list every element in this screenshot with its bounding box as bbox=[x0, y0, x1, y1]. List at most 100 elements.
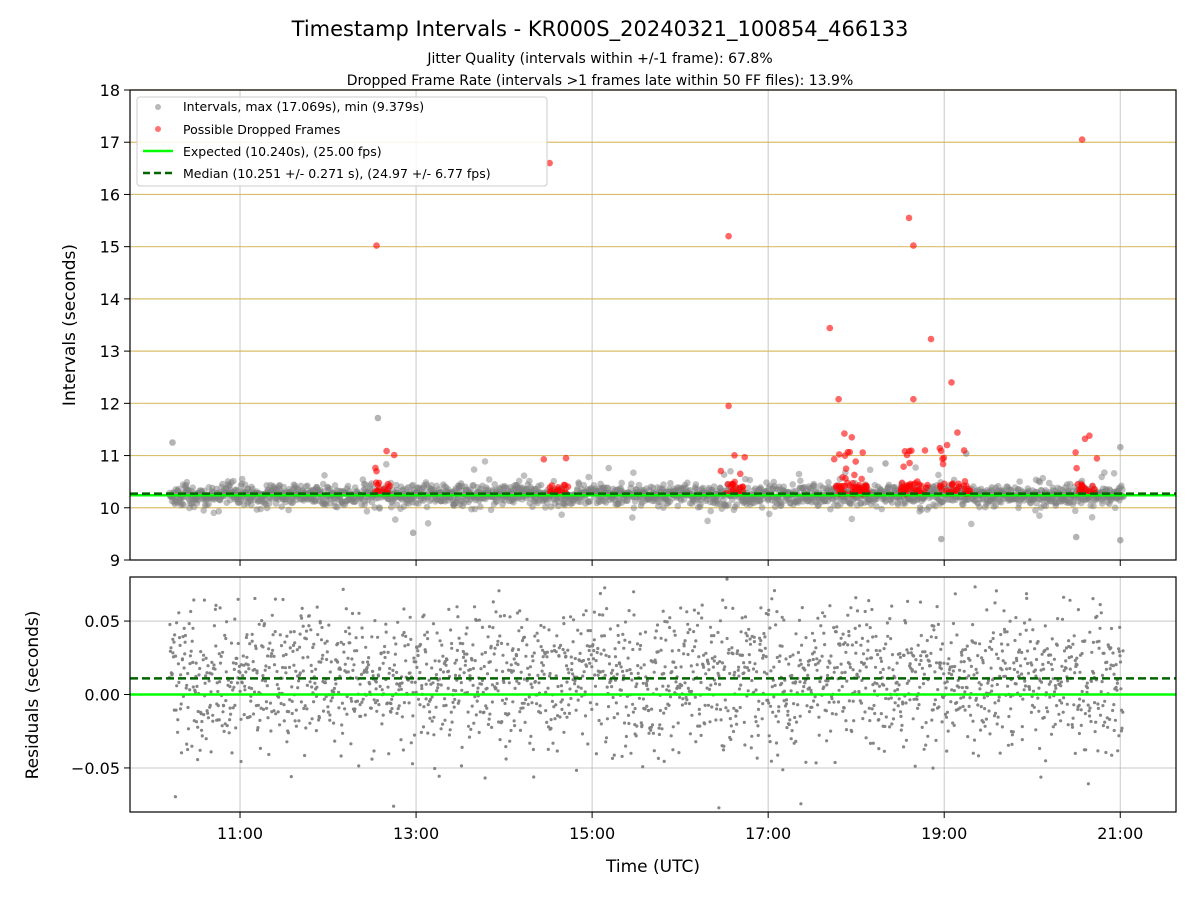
residual-point bbox=[826, 673, 830, 678]
residual-point bbox=[1031, 689, 1036, 693]
residual-point bbox=[515, 679, 519, 683]
residual-point bbox=[631, 647, 635, 652]
residual-point bbox=[787, 662, 791, 666]
residual-point bbox=[451, 700, 455, 705]
residual-point bbox=[583, 714, 588, 718]
residual-point bbox=[1027, 687, 1032, 692]
residual-point bbox=[461, 642, 465, 646]
residual-point bbox=[674, 680, 678, 684]
residual-point bbox=[535, 702, 539, 706]
residual-point bbox=[665, 688, 669, 692]
residual-point bbox=[876, 653, 880, 657]
dropped-frame-point bbox=[386, 482, 394, 490]
dropped-frame-point bbox=[914, 478, 921, 485]
residual-point bbox=[611, 668, 615, 672]
residual-point bbox=[328, 713, 332, 717]
residual-point bbox=[313, 681, 317, 685]
residual-point bbox=[773, 683, 777, 688]
residual-point bbox=[259, 706, 263, 710]
interval-point bbox=[710, 483, 718, 490]
top-panel-reference-lines bbox=[130, 492, 1176, 497]
interval-point bbox=[183, 478, 191, 486]
residual-point bbox=[1002, 609, 1006, 613]
interval-point bbox=[912, 464, 919, 471]
residual-point bbox=[979, 683, 983, 687]
residual-point bbox=[428, 716, 432, 720]
residual-point bbox=[615, 672, 619, 676]
residual-point bbox=[742, 661, 746, 665]
residual-point bbox=[310, 685, 314, 689]
residual-point bbox=[619, 688, 623, 692]
residual-point bbox=[256, 703, 260, 707]
residual-point bbox=[217, 718, 221, 722]
residual-point bbox=[298, 632, 302, 636]
residual-point bbox=[399, 687, 403, 691]
residual-point bbox=[489, 644, 493, 648]
residual-point bbox=[1010, 733, 1015, 737]
residual-point bbox=[700, 603, 704, 607]
residual-point bbox=[238, 670, 242, 675]
residual-point bbox=[338, 667, 342, 672]
residual-point bbox=[661, 609, 665, 613]
residual-point bbox=[596, 646, 600, 651]
residual-point bbox=[948, 667, 952, 672]
residual-point bbox=[719, 718, 723, 722]
residual-point bbox=[255, 671, 259, 675]
residual-point bbox=[544, 709, 548, 713]
residual-point bbox=[340, 723, 344, 727]
residual-point bbox=[920, 666, 925, 670]
residual-point bbox=[989, 639, 993, 644]
residual-point bbox=[559, 643, 563, 648]
residual-point bbox=[276, 710, 280, 714]
residual-point bbox=[294, 669, 298, 673]
residual-point bbox=[949, 700, 953, 704]
residual-point bbox=[314, 729, 318, 733]
residual-point bbox=[1110, 753, 1114, 757]
residual-point bbox=[554, 674, 558, 678]
residual-point bbox=[906, 651, 910, 655]
residual-point bbox=[1042, 667, 1046, 671]
interval-outlier-point bbox=[1117, 536, 1124, 544]
residual-point bbox=[752, 640, 757, 644]
residual-point bbox=[232, 667, 236, 672]
residual-point bbox=[794, 720, 799, 724]
residual-point bbox=[425, 662, 429, 666]
residual-point bbox=[959, 696, 963, 700]
residual-point bbox=[231, 688, 235, 692]
dropped-frame-point bbox=[936, 444, 944, 452]
residual-point bbox=[444, 703, 448, 708]
residual-point bbox=[1064, 659, 1068, 663]
residual-point bbox=[993, 601, 997, 605]
residual-point bbox=[447, 607, 451, 612]
residual-point bbox=[750, 734, 754, 738]
residual-point bbox=[1121, 649, 1125, 653]
jitter-quality-subtitle: Jitter Quality (intervals within +/-1 fr… bbox=[426, 51, 772, 67]
residual-point bbox=[437, 774, 441, 778]
residual-point bbox=[244, 670, 248, 674]
residual-point bbox=[499, 641, 504, 646]
residual-point bbox=[491, 600, 495, 604]
residual-point bbox=[228, 718, 232, 722]
residual-point bbox=[1023, 684, 1028, 688]
residual-point bbox=[292, 663, 296, 667]
residual-point bbox=[295, 648, 299, 652]
residual-point bbox=[392, 636, 396, 640]
residual-point bbox=[958, 706, 962, 710]
residual-point bbox=[812, 639, 817, 643]
residual-point bbox=[971, 640, 975, 644]
bottom-y-tick-label: 0.00 bbox=[84, 686, 120, 705]
dropped-frame-point bbox=[899, 484, 906, 492]
residual-point bbox=[904, 701, 908, 705]
residual-point bbox=[234, 726, 238, 730]
residual-point bbox=[938, 661, 943, 665]
residual-point bbox=[947, 657, 951, 661]
residual-point bbox=[1006, 743, 1011, 747]
residual-point bbox=[574, 768, 579, 773]
residual-point bbox=[395, 711, 399, 716]
residual-point bbox=[868, 719, 872, 723]
residual-point bbox=[754, 688, 758, 692]
residual-point bbox=[289, 775, 293, 779]
interval-point bbox=[778, 501, 785, 509]
residual-point bbox=[368, 682, 372, 686]
residual-point bbox=[1099, 611, 1103, 615]
